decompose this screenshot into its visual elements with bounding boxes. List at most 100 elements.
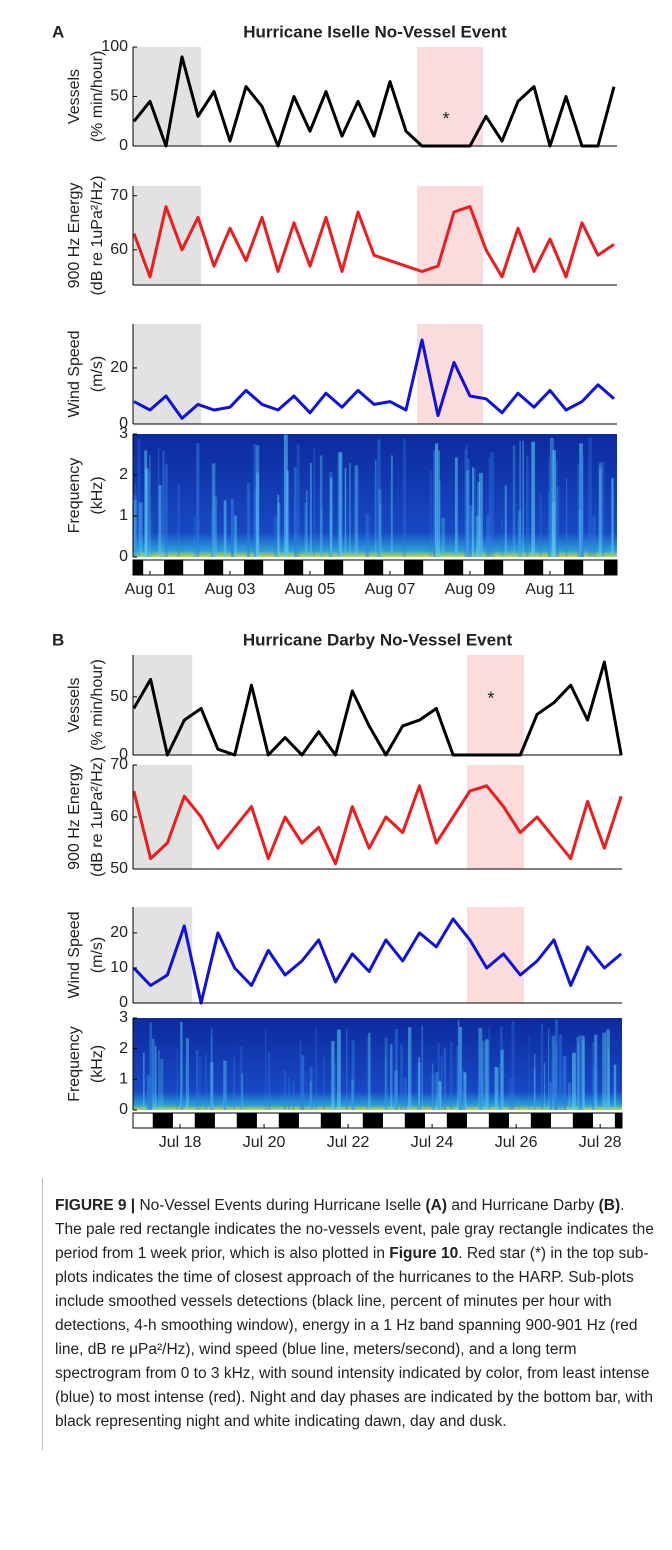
y-tick-label: 0 xyxy=(119,137,128,154)
spectrogram-stripe xyxy=(374,459,377,557)
y-axis-label: (% min/hour) xyxy=(89,659,106,751)
night-block xyxy=(614,1113,622,1128)
y-axis-label: 900 Hz Energy xyxy=(66,183,83,289)
spectrogram-stripe xyxy=(499,1026,503,1110)
spectrogram-stripe xyxy=(144,450,148,557)
spectrogram-stripe xyxy=(334,1062,336,1110)
spectrogram-stripe xyxy=(552,450,556,557)
spectrogram-stripe xyxy=(531,441,536,557)
spectrogram-stripe xyxy=(479,1081,483,1110)
spectrogram-stripe xyxy=(351,1079,354,1110)
night-block xyxy=(524,560,544,575)
shaded-period xyxy=(466,655,525,755)
shaded-period xyxy=(133,47,201,146)
y-axis-label: (kHz) xyxy=(89,476,106,514)
spectrogram-stripe xyxy=(255,445,260,557)
spectrogram-stripe xyxy=(463,1072,467,1110)
night-block xyxy=(204,560,224,575)
y-axis-label: Vessels xyxy=(66,677,83,732)
spectrogram-stripe xyxy=(581,1040,585,1110)
spectrogram-stripe xyxy=(211,509,213,557)
night-block xyxy=(284,560,304,575)
spectrogram-stripe xyxy=(463,1081,466,1110)
spectrogram-stripe xyxy=(578,508,580,557)
spectrogram-stripe xyxy=(477,481,480,557)
spectrogram-stripe xyxy=(403,1078,407,1110)
spectrogram-stripe xyxy=(439,480,441,557)
night-block xyxy=(236,1113,257,1128)
x-tick-label: Jul 18 xyxy=(159,1134,202,1151)
spectrogram-stripe xyxy=(598,463,603,557)
spectrogram-stripe xyxy=(394,1070,398,1110)
y-axis-label: (dB re 1uPa²/Hz) xyxy=(89,757,106,877)
caption-text: (A) xyxy=(425,1197,448,1214)
spectrogram-stripe xyxy=(577,1043,580,1110)
y-tick-label: 0 xyxy=(119,994,128,1011)
spectrogram-stripe xyxy=(160,1059,164,1110)
spectrogram-stripe xyxy=(195,1049,199,1110)
spectrogram-stripe xyxy=(458,1028,462,1110)
spectrogram-stripe xyxy=(576,1036,580,1110)
spectrogram-stripe xyxy=(213,495,216,557)
y-axis-label: 900 Hz Energy xyxy=(66,764,83,870)
spectrogram-stripe xyxy=(267,1052,271,1110)
caption-text: No-Vessel Events during Hurricane Iselle xyxy=(135,1197,426,1214)
spectrogram-stripe xyxy=(572,1052,576,1110)
spectrogram-stripe xyxy=(288,1077,291,1110)
data-line xyxy=(132,205,615,279)
caption-text: . The pale red rectangle indicates the n… xyxy=(55,1197,654,1262)
spectrogram-stripe xyxy=(588,437,592,557)
night-block xyxy=(530,1113,552,1128)
spectrogram-stripe xyxy=(432,1063,434,1110)
x-tick-label: Jul 22 xyxy=(327,1134,370,1151)
spectrogram-stripe xyxy=(437,450,441,557)
panel-title: Hurricane Iselle No-Vessel Event xyxy=(243,22,507,41)
x-tick-label: Jul 20 xyxy=(243,1134,286,1151)
y-tick-label: 70 xyxy=(110,187,128,204)
spectrogram-stripe xyxy=(273,516,278,557)
y-tick-label: 0 xyxy=(119,1101,128,1118)
spectrogram-stripe xyxy=(365,513,370,557)
spectrogram-stripe xyxy=(196,443,200,557)
spectrogram-stripe xyxy=(611,478,614,557)
spectrogram-stripe xyxy=(304,502,307,557)
spectrogram-stripe xyxy=(555,460,558,557)
spectrogram-stripe xyxy=(577,464,580,557)
night-block xyxy=(320,1113,341,1128)
y-axis-label: (% min/hour) xyxy=(89,51,106,143)
shaded-period xyxy=(466,907,525,1003)
y-axis-label: Wind Speed xyxy=(66,911,83,998)
spectrogram-stripe xyxy=(384,1037,388,1110)
y-tick-label: 60 xyxy=(110,808,128,825)
x-tick-label: Aug 11 xyxy=(525,581,575,598)
night-block xyxy=(604,560,617,575)
spectrogram-stripe xyxy=(323,1056,325,1110)
spectrogram-stripe xyxy=(336,1029,341,1110)
panel-title: Hurricane Darby No-Vessel Event xyxy=(243,630,513,649)
y-tick-label: 20 xyxy=(110,359,128,376)
spectrogram xyxy=(133,434,617,557)
y-tick-label: 50 xyxy=(110,860,128,877)
spectrogram-stripe xyxy=(468,505,473,557)
spectrogram-stripe xyxy=(365,515,368,557)
y-tick-label: 100 xyxy=(101,38,128,55)
spectrogram-stripe xyxy=(464,449,468,557)
spectrogram-stripe xyxy=(578,1034,583,1110)
y-axis-label: Vessels xyxy=(66,69,83,124)
spectrogram-stripe xyxy=(158,485,162,557)
spectrogram-stripe xyxy=(457,1020,460,1110)
spectrogram-stripe xyxy=(471,467,475,557)
spectrogram-stripe xyxy=(512,445,516,557)
spectrogram-stripe xyxy=(378,488,382,557)
y-axis-label: (dB re 1uPa²/Hz) xyxy=(89,175,106,295)
spectrogram-stripe xyxy=(568,1082,572,1110)
spectrogram-stripe xyxy=(504,485,507,557)
spectrogram-stripe xyxy=(540,1024,544,1110)
spectrogram-stripe xyxy=(549,437,554,557)
spectrogram-stripe xyxy=(177,485,181,557)
spectrogram-stripe xyxy=(548,458,550,557)
spectrogram-stripe xyxy=(465,444,468,557)
data-line xyxy=(132,917,623,1005)
spectrogram-stripe xyxy=(366,1036,369,1110)
y-axis-label: Wind Speed xyxy=(66,330,83,417)
